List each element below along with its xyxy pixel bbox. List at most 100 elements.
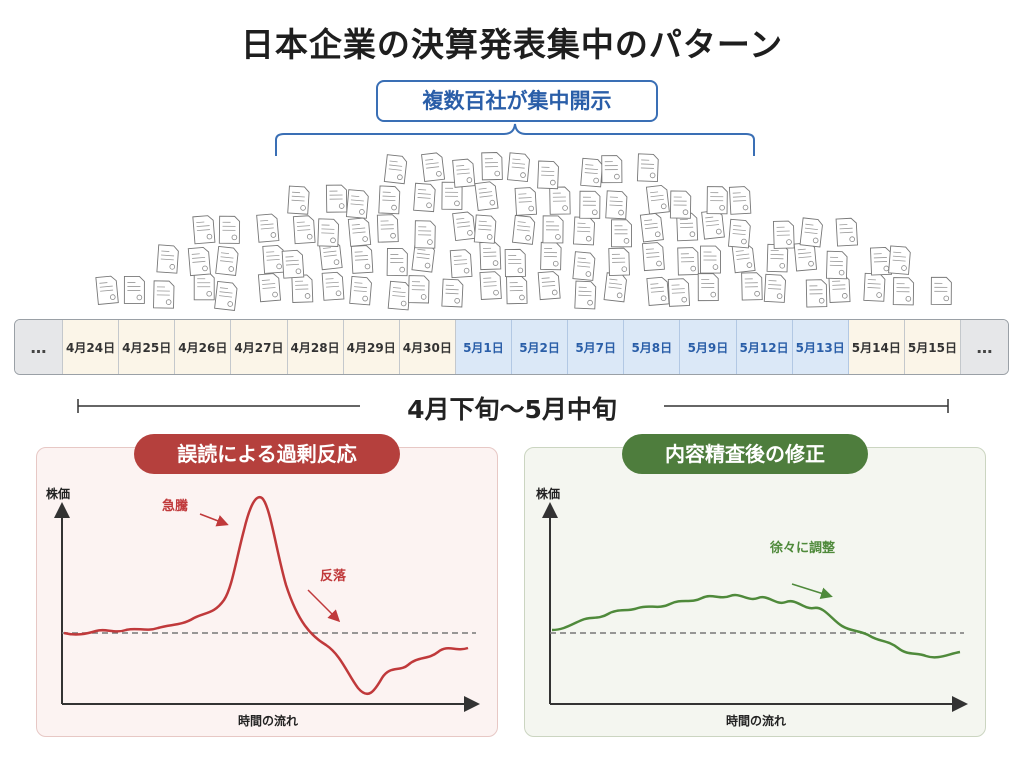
financial-report-document-icon <box>345 189 369 219</box>
financial-report-document-icon <box>892 277 915 306</box>
financial-report-document-icon <box>350 245 374 274</box>
financial-report-document-icon <box>641 242 665 272</box>
financial-report-document-icon <box>441 278 464 308</box>
overreaction-chart: 株価 時間の流れ 急騰 反落 <box>46 486 480 728</box>
financial-report-document-icon <box>537 271 561 301</box>
financial-report-document-icon <box>347 217 372 247</box>
financial-report-document-icon <box>413 182 436 213</box>
financial-report-document-icon <box>669 190 692 219</box>
timeline-date-cell: 5月7日 <box>568 320 625 374</box>
financial-report-document-icon <box>701 210 725 240</box>
concentration-callout: 複数百社が集中開示 <box>376 80 658 122</box>
financial-report-document-icon <box>763 273 786 303</box>
timeline-date-cell: 5月13日 <box>792 320 849 374</box>
overreaction-price-line <box>63 495 469 696</box>
financial-report-document-icon <box>601 155 623 184</box>
financial-report-document-icon <box>507 152 530 183</box>
financial-report-document-icon <box>603 272 627 303</box>
financial-report-document-icon <box>580 157 603 188</box>
financial-report-document-icon <box>727 218 751 249</box>
timeline-date-cell: 4月24日 <box>63 320 120 374</box>
financial-report-document-icon <box>799 217 823 248</box>
financial-report-document-icon <box>540 241 562 271</box>
financial-report-document-icon <box>728 186 752 215</box>
financial-report-document-icon <box>156 244 179 274</box>
timeline-date-cell: 4月29日 <box>343 320 400 374</box>
financial-report-document-icon <box>805 279 828 308</box>
financial-report-document-icon <box>611 219 632 248</box>
x-axis-label: 時間の流れ <box>238 713 298 728</box>
overreaction-badge: 誤読による過剰反応 <box>134 434 400 474</box>
financial-report-document-icon <box>387 280 411 311</box>
timeline-date-cell: 4月25日 <box>119 320 176 374</box>
correction-badge: 内容精査後の修正 <box>622 434 868 474</box>
financial-report-document-icon <box>474 181 499 211</box>
financial-report-document-icon <box>835 217 858 247</box>
financial-report-document-icon <box>549 186 571 215</box>
timeline-date-cell: 4月30日 <box>399 320 456 374</box>
financial-report-document-icon <box>888 245 911 275</box>
financial-report-document-icon <box>697 273 719 302</box>
financial-report-document-icon <box>376 214 399 243</box>
financial-report-document-icon <box>479 271 502 300</box>
fall-arrow <box>307 589 341 623</box>
timeline-date-cell: 5月12日 <box>736 320 793 374</box>
correction-chart: 株価 時間の流れ 徐々に調整 <box>536 486 968 728</box>
financial-report-document-icon <box>741 272 763 301</box>
financial-report-document-icon <box>214 280 238 312</box>
financial-report-document-icon <box>825 250 848 280</box>
financial-report-document-icon <box>292 215 316 245</box>
financial-report-document-icon <box>262 245 285 274</box>
adjust-annotation: 徐々に調整 <box>769 540 836 556</box>
financial-report-document-icon <box>542 215 564 244</box>
financial-report-document-icon <box>579 190 601 219</box>
timeline-date-cell: 5月2日 <box>512 320 569 374</box>
timeline-date-cell: 5月15日 <box>904 320 960 374</box>
timeline-date-cell: 5月8日 <box>624 320 681 374</box>
timeline-ellipsis-end: … <box>960 320 1008 374</box>
financial-report-document-icon <box>317 218 340 247</box>
financial-report-document-icon <box>930 276 952 305</box>
financial-report-document-icon <box>608 247 630 276</box>
financial-report-document-icon <box>731 243 756 274</box>
financial-report-document-icon <box>218 215 241 244</box>
date-timeline: … 4月24日 4月25日 4月26日 4月27日 4月28日 4月29日 4月30日 5月1… <box>14 319 1009 375</box>
financial-report-document-icon <box>573 216 596 246</box>
y-axis-label: 株価 <box>46 486 70 501</box>
financial-report-document-icon <box>863 272 886 302</box>
financial-report-document-icon <box>441 181 463 210</box>
financial-report-document-icon <box>153 280 175 309</box>
fall-annotation: 反落 <box>320 568 347 584</box>
financial-report-document-icon <box>411 242 435 273</box>
timeline-date-cell: 4月26日 <box>175 320 232 374</box>
timeline-date-cell: 5月14日 <box>848 320 905 374</box>
financial-report-document-icon <box>639 212 664 243</box>
timeline-date-cell: 4月27日 <box>231 320 288 374</box>
financial-report-document-icon <box>449 249 473 279</box>
financial-report-document-icon <box>321 271 345 301</box>
financial-report-document-icon <box>479 241 502 271</box>
correction-price-line <box>551 593 961 659</box>
overreaction-panel <box>36 447 498 737</box>
financial-report-document-icon <box>512 214 536 245</box>
timeline-ellipsis-start: … <box>15 320 63 374</box>
y-axis-label: 株価 <box>536 486 560 501</box>
financial-report-document-icon <box>383 154 408 185</box>
adjust-arrow <box>791 583 833 600</box>
financial-report-document-icon <box>325 184 348 213</box>
financial-report-document-icon <box>123 275 145 304</box>
financial-report-document-icon <box>504 248 526 278</box>
financial-report-document-icon <box>506 276 528 305</box>
financial-report-document-icon <box>636 153 659 183</box>
x-axis-label: 時間の流れ <box>726 713 786 728</box>
financial-report-document-icon <box>408 275 430 304</box>
financial-report-document-icon <box>414 220 436 249</box>
financial-report-document-icon <box>677 247 699 276</box>
financial-report-document-icon <box>192 215 216 245</box>
financial-report-document-icon <box>281 249 305 279</box>
financial-report-document-icon <box>291 274 314 303</box>
range-label: 4月下旬～5月中旬 <box>360 390 664 426</box>
rise-arrow <box>199 513 229 527</box>
financial-report-document-icon <box>514 187 538 216</box>
financial-report-document-icon <box>605 190 628 220</box>
